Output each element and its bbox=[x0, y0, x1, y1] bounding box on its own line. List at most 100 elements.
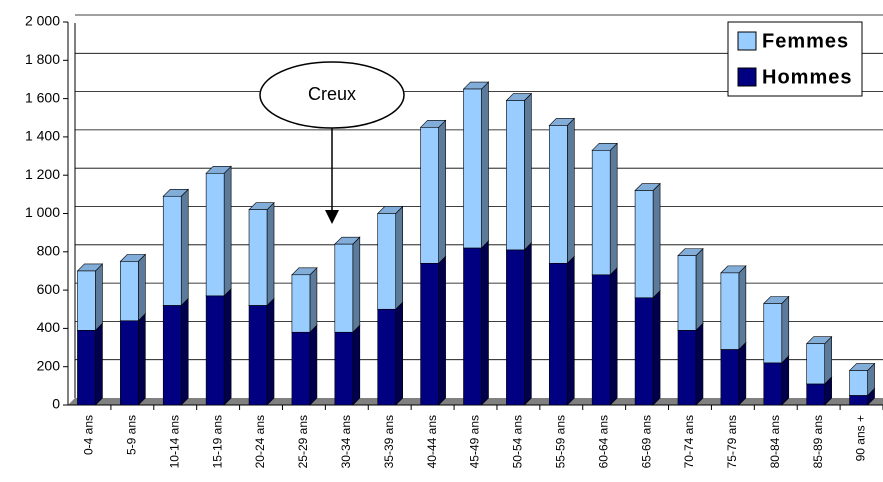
bar bbox=[763, 362, 783, 406]
bar-side bbox=[524, 242, 532, 406]
bar-side bbox=[95, 322, 103, 406]
x-tick-label: 10-14 ans bbox=[167, 415, 181, 468]
x-tick-label: 20-24 ans bbox=[253, 415, 267, 468]
y-tick-label: 1 800 bbox=[25, 51, 60, 67]
bar-side bbox=[652, 182, 661, 299]
bar bbox=[849, 395, 868, 406]
legend: Femmes Hommes bbox=[727, 21, 863, 97]
bar-side bbox=[352, 324, 361, 406]
bar-side bbox=[781, 355, 790, 406]
annotation-arrowhead bbox=[325, 210, 339, 224]
bar bbox=[506, 100, 525, 251]
bar-side bbox=[738, 341, 747, 406]
bar bbox=[77, 270, 96, 331]
bar-side bbox=[138, 253, 146, 322]
bar bbox=[120, 261, 139, 322]
bar bbox=[720, 349, 740, 406]
x-tick-label: 0-4 ans bbox=[82, 415, 96, 455]
bar bbox=[248, 209, 268, 306]
bar bbox=[463, 247, 482, 406]
bar-side bbox=[266, 297, 275, 406]
x-tick-label: 15-19 ans bbox=[210, 415, 224, 468]
bar-side bbox=[223, 288, 232, 406]
bar-side bbox=[180, 297, 189, 406]
bar bbox=[377, 213, 397, 310]
bar-side bbox=[781, 295, 790, 364]
bar-side bbox=[438, 255, 446, 406]
bar-side bbox=[266, 201, 275, 307]
bar bbox=[205, 172, 225, 297]
bar bbox=[334, 243, 354, 333]
bar bbox=[463, 88, 482, 249]
y-tick-label: 600 bbox=[37, 281, 61, 297]
bar bbox=[77, 330, 96, 406]
x-tick-label: 75-79 ans bbox=[725, 415, 739, 468]
x-tick-label: 5-9 ans bbox=[125, 415, 139, 455]
bar bbox=[291, 331, 311, 406]
bar-side bbox=[609, 267, 618, 406]
bar bbox=[162, 195, 182, 306]
bar bbox=[677, 330, 697, 406]
x-tick-label: 85-89 ans bbox=[811, 415, 825, 468]
bar-side bbox=[395, 301, 404, 406]
bar-side bbox=[524, 92, 532, 251]
bar bbox=[591, 150, 611, 276]
annotation: Creux bbox=[308, 84, 356, 104]
legend-label: Hommes bbox=[762, 66, 852, 88]
bar bbox=[205, 295, 225, 406]
bar-side bbox=[438, 119, 446, 265]
y-tick-label: 1 600 bbox=[25, 89, 60, 105]
bar-side bbox=[180, 188, 189, 307]
y-tick-label: 1 000 bbox=[25, 204, 60, 220]
x-tick-label: 30-34 ans bbox=[339, 415, 353, 468]
bar bbox=[591, 274, 611, 406]
bar-side bbox=[138, 313, 146, 406]
bar bbox=[677, 255, 697, 331]
bar bbox=[120, 320, 139, 406]
bar-side bbox=[309, 267, 318, 333]
bar bbox=[291, 274, 311, 333]
bar bbox=[248, 305, 268, 406]
x-tick-label: 65-69 ans bbox=[639, 415, 653, 468]
bar bbox=[634, 297, 654, 406]
y-tick-label: 2 000 bbox=[25, 13, 60, 29]
bar-side bbox=[481, 81, 489, 249]
bar bbox=[506, 249, 525, 406]
x-tick-label: 25-29 ans bbox=[296, 415, 310, 468]
bar bbox=[420, 127, 439, 264]
bar-side bbox=[481, 240, 489, 406]
bar bbox=[849, 370, 868, 396]
x-tick-label: 60-64 ans bbox=[596, 415, 610, 468]
x-tick-label: 80-84 ans bbox=[768, 415, 782, 468]
x-tick-label: 55-59 ans bbox=[553, 415, 567, 468]
x-tick-label: 70-74 ans bbox=[682, 415, 696, 468]
bar-side bbox=[566, 117, 575, 265]
bar bbox=[720, 272, 740, 350]
y-tick-label: 800 bbox=[37, 243, 61, 259]
bar-side bbox=[223, 165, 232, 297]
bar bbox=[763, 303, 783, 364]
bar-side bbox=[309, 324, 318, 406]
x-tick-label: 45-49 ans bbox=[468, 415, 482, 468]
y-tick-label: 200 bbox=[37, 357, 61, 373]
bar-side bbox=[566, 255, 575, 406]
bar bbox=[334, 331, 354, 406]
y-tick-label: 400 bbox=[37, 319, 61, 335]
bar-side bbox=[395, 205, 404, 310]
bar-side bbox=[695, 322, 704, 406]
x-tick-label: 90 ans + bbox=[854, 415, 868, 461]
bar-side bbox=[824, 335, 832, 385]
bar bbox=[806, 343, 825, 385]
bar-side bbox=[738, 265, 747, 351]
x-tick-label: 50-54 ans bbox=[511, 415, 525, 468]
y-tick-label: 0 bbox=[52, 396, 60, 412]
bar bbox=[162, 305, 182, 406]
x-tick-label: 35-39 ans bbox=[382, 415, 396, 468]
bar-side bbox=[652, 290, 661, 406]
bar-side bbox=[95, 263, 103, 332]
bar bbox=[420, 262, 439, 406]
x-tick-label: 40-44 ans bbox=[425, 415, 439, 468]
bar-side bbox=[609, 142, 618, 276]
plot-area: 0 200 400 600 800 1 000 1 200 1 400 1 600 1 800 2 … bbox=[25, 13, 883, 468]
